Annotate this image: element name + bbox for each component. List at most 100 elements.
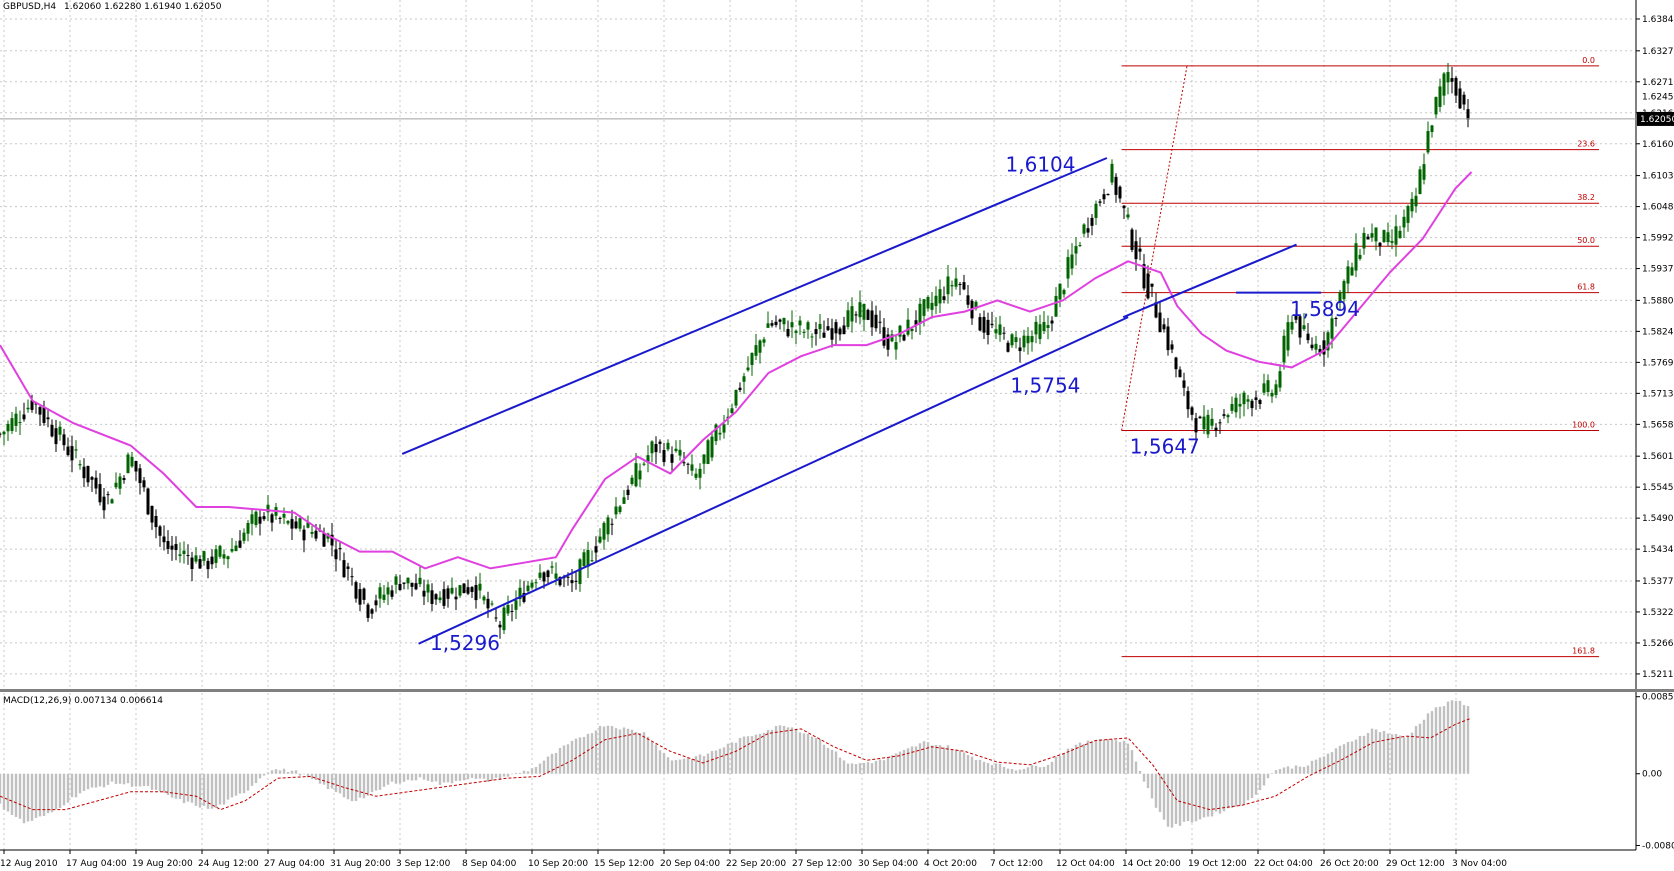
candle-body bbox=[1042, 322, 1046, 332]
macd-bar bbox=[1278, 769, 1282, 774]
candle-body bbox=[378, 587, 382, 599]
macd-bar bbox=[1302, 767, 1306, 774]
macd-bar bbox=[1462, 705, 1466, 774]
candle-body bbox=[1210, 418, 1214, 426]
candle-body bbox=[226, 556, 230, 560]
price-tick-label: 1.57135 bbox=[1642, 389, 1674, 399]
candle-body bbox=[1390, 241, 1394, 243]
macd-bar bbox=[526, 771, 530, 774]
candle-body bbox=[1378, 242, 1382, 247]
candle-body bbox=[206, 560, 210, 570]
candle-body bbox=[50, 424, 54, 437]
macd-bar bbox=[142, 773, 146, 787]
macd-bar bbox=[1010, 768, 1014, 774]
macd-bar bbox=[598, 725, 602, 774]
candle-body bbox=[2, 431, 6, 435]
price-tick-label: 1.53775 bbox=[1642, 577, 1674, 587]
macd-bar bbox=[834, 751, 838, 774]
macd-bar bbox=[150, 773, 154, 790]
candle-body bbox=[1122, 205, 1126, 209]
candle-body bbox=[1162, 324, 1166, 330]
candle-body bbox=[758, 340, 762, 353]
macd-bar bbox=[302, 773, 306, 775]
candle-body bbox=[474, 585, 478, 601]
candle-body bbox=[1046, 325, 1050, 328]
candle-body bbox=[582, 552, 586, 566]
macd-bar bbox=[146, 773, 150, 786]
candle-body bbox=[270, 514, 274, 523]
candle-body bbox=[122, 478, 126, 481]
candle-body bbox=[458, 585, 462, 596]
candle-body bbox=[382, 594, 386, 600]
macd-bar bbox=[1042, 766, 1046, 774]
macd-bar bbox=[610, 726, 614, 774]
candle-body bbox=[1426, 131, 1430, 153]
macd-bar bbox=[490, 773, 494, 781]
macd-bar bbox=[690, 758, 694, 774]
macd-bar bbox=[1270, 773, 1274, 774]
candle-body bbox=[186, 555, 190, 557]
channel-lower-line bbox=[418, 316, 1129, 645]
price-tick-label: 1.62715 bbox=[1642, 78, 1674, 88]
candle-body bbox=[1006, 342, 1010, 352]
candle-body bbox=[754, 345, 758, 356]
candle-body bbox=[134, 460, 138, 472]
macd-tick-label: 0.008587 bbox=[1642, 693, 1674, 703]
candle-body bbox=[278, 517, 282, 519]
macd-bar bbox=[802, 733, 806, 774]
candle-body bbox=[1170, 344, 1174, 350]
macd-bar bbox=[42, 773, 46, 817]
candle-body bbox=[1098, 201, 1102, 203]
macd-bar bbox=[1426, 713, 1430, 774]
price-axis: 1.638401.632701.627151.621601.616051.610… bbox=[0, 15, 1674, 680]
fib-level-label: 100.0 bbox=[1572, 420, 1595, 429]
fib-level-label: 61.8 bbox=[1577, 283, 1595, 292]
macd-bar bbox=[466, 773, 470, 780]
macd-bar bbox=[1466, 706, 1470, 774]
macd-bar bbox=[458, 773, 462, 781]
candle-body bbox=[70, 446, 74, 461]
candle-body bbox=[722, 424, 726, 433]
candle-body bbox=[930, 302, 934, 310]
candle-body bbox=[586, 549, 590, 567]
macd-bar bbox=[274, 769, 278, 774]
candle-body bbox=[18, 422, 22, 424]
candle-body bbox=[710, 436, 714, 458]
macd-bar bbox=[358, 773, 362, 798]
candle-body bbox=[194, 555, 198, 562]
candle-body bbox=[1294, 314, 1298, 320]
macd-bar bbox=[258, 773, 262, 779]
macd-bar bbox=[942, 747, 946, 774]
candle-body bbox=[642, 463, 646, 465]
candle-body bbox=[1354, 243, 1358, 271]
macd-bar bbox=[1118, 742, 1122, 774]
macd-bar bbox=[510, 773, 514, 775]
candle-body bbox=[730, 408, 734, 414]
price-annotation: 1,5296 bbox=[430, 631, 500, 655]
price-tick-label: 1.61605 bbox=[1642, 140, 1674, 150]
macd-bar bbox=[706, 753, 710, 774]
candle-body bbox=[330, 534, 334, 546]
candle-body bbox=[990, 323, 994, 326]
candle-body bbox=[882, 327, 886, 346]
macd-bar bbox=[914, 746, 918, 774]
macd-bar bbox=[158, 773, 162, 792]
macd-bar bbox=[262, 773, 266, 776]
candle-body bbox=[126, 454, 130, 474]
macd-bar bbox=[686, 757, 690, 774]
macd-bar bbox=[794, 729, 798, 774]
macd-bar bbox=[174, 773, 178, 799]
macd-bar bbox=[306, 773, 310, 778]
macd-bar bbox=[1222, 773, 1226, 812]
channel-lines bbox=[401, 157, 1322, 645]
macd-bar bbox=[662, 752, 666, 774]
macd-bar bbox=[286, 772, 290, 774]
macd-bar bbox=[1030, 765, 1034, 774]
macd-bar bbox=[322, 773, 326, 785]
macd-bar bbox=[70, 773, 74, 798]
macd-bar bbox=[126, 773, 130, 784]
candle-body bbox=[666, 442, 670, 450]
candle-body bbox=[546, 570, 550, 578]
macd-bar bbox=[206, 773, 210, 809]
candle-body bbox=[406, 577, 410, 584]
